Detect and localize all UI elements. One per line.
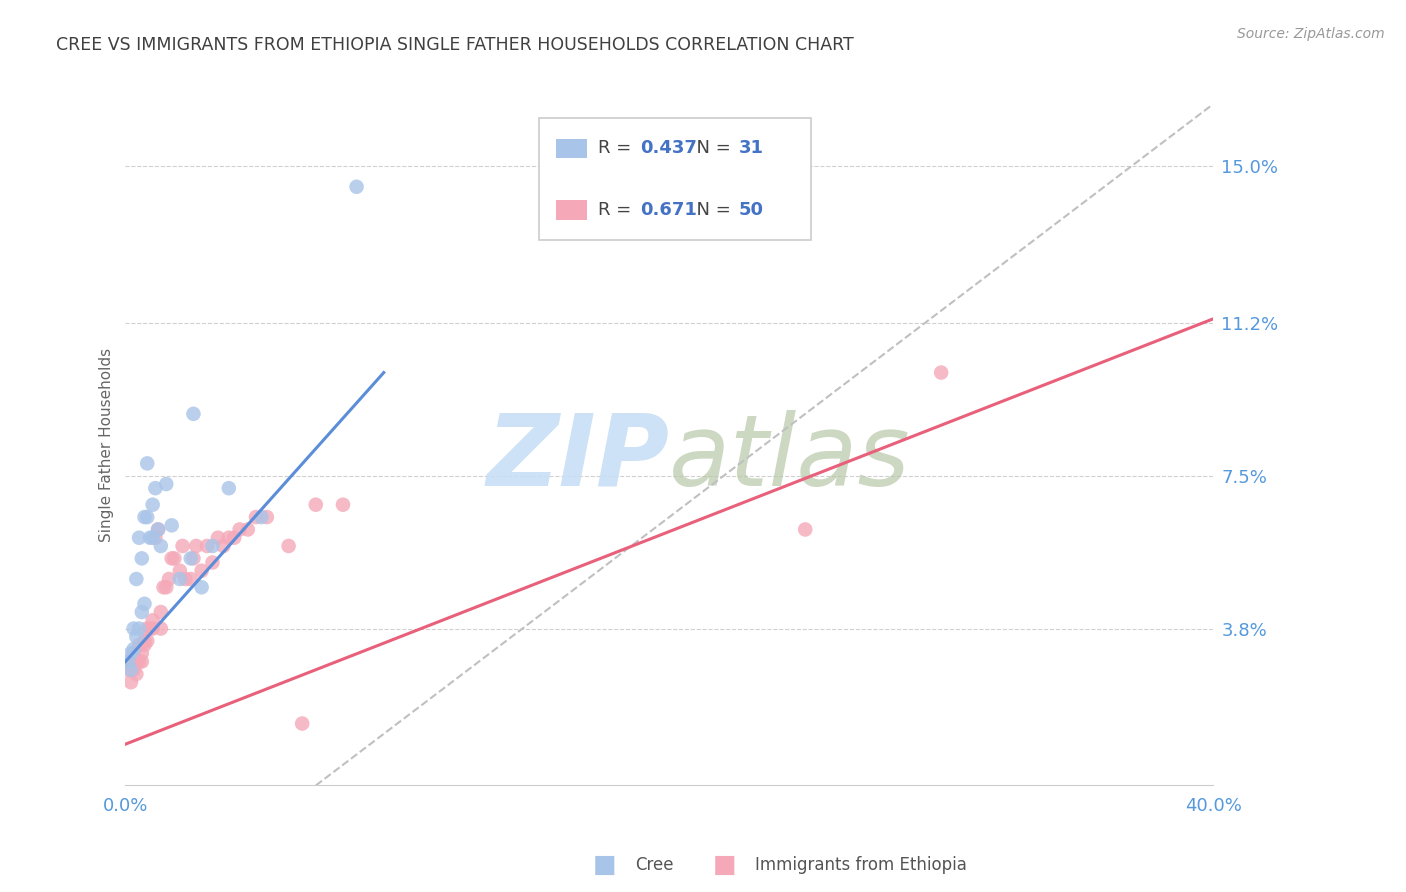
Point <box>291 716 314 731</box>
Text: ZIP: ZIP <box>486 410 669 507</box>
Point <box>180 551 202 566</box>
Text: R =: R = <box>598 139 637 158</box>
Point <box>160 551 183 566</box>
Point <box>145 531 167 545</box>
Point <box>224 531 246 545</box>
Point <box>228 523 250 537</box>
Text: N =: N = <box>685 139 737 158</box>
Point <box>122 646 145 660</box>
Point <box>183 407 205 421</box>
Text: ■: ■ <box>713 854 735 877</box>
Point <box>136 510 159 524</box>
Point <box>157 572 180 586</box>
Point <box>236 523 259 537</box>
Point <box>122 663 145 677</box>
Text: Source: ZipAtlas.com: Source: ZipAtlas.com <box>1237 27 1385 41</box>
Point <box>139 531 162 545</box>
Text: 0.437: 0.437 <box>640 139 697 158</box>
Point <box>929 366 952 380</box>
Point <box>128 622 150 636</box>
Point <box>134 597 156 611</box>
Point <box>142 498 165 512</box>
Point <box>201 539 224 553</box>
Point <box>186 539 208 553</box>
Point <box>250 510 273 524</box>
Point <box>183 551 205 566</box>
Point <box>117 655 139 669</box>
Point <box>117 663 139 677</box>
Point <box>190 580 212 594</box>
Point <box>172 539 194 553</box>
Point <box>142 613 165 627</box>
Point <box>136 634 159 648</box>
Point <box>120 646 142 660</box>
Point <box>245 510 267 524</box>
Point <box>122 622 145 636</box>
Point <box>125 655 148 669</box>
Point <box>149 605 172 619</box>
Point <box>160 518 183 533</box>
Point <box>120 675 142 690</box>
Point <box>155 580 177 594</box>
Text: atlas: atlas <box>669 410 911 507</box>
Point <box>180 572 202 586</box>
Point <box>169 564 191 578</box>
Point <box>152 580 174 594</box>
Point <box>125 630 148 644</box>
Point <box>146 523 169 537</box>
Point <box>131 605 153 619</box>
Point <box>207 531 229 545</box>
Point <box>149 622 172 636</box>
Point <box>256 510 278 524</box>
Text: ■: ■ <box>593 854 616 877</box>
Text: Immigrants from Ethiopia: Immigrants from Ethiopia <box>755 856 967 874</box>
Point <box>120 663 142 677</box>
Text: 0.671: 0.671 <box>640 201 697 219</box>
Text: 50: 50 <box>738 201 763 219</box>
Point <box>134 634 156 648</box>
Text: 31: 31 <box>738 139 763 158</box>
Point <box>128 655 150 669</box>
Point <box>136 457 159 471</box>
Point <box>149 539 172 553</box>
Point <box>346 179 368 194</box>
Text: N =: N = <box>685 201 737 219</box>
Text: Cree: Cree <box>636 856 673 874</box>
Point <box>125 572 148 586</box>
Point <box>122 642 145 657</box>
Point <box>305 498 328 512</box>
Point <box>155 477 177 491</box>
Point <box>218 481 240 495</box>
Point <box>169 572 191 586</box>
Point <box>131 646 153 660</box>
Point <box>142 531 165 545</box>
Point <box>195 539 218 553</box>
Point <box>212 539 235 553</box>
Text: R =: R = <box>598 201 637 219</box>
Point <box>145 481 167 495</box>
Point <box>277 539 299 553</box>
Point <box>218 531 240 545</box>
Text: CREE VS IMMIGRANTS FROM ETHIOPIA SINGLE FATHER HOUSEHOLDS CORRELATION CHART: CREE VS IMMIGRANTS FROM ETHIOPIA SINGLE … <box>56 36 853 54</box>
Point <box>131 655 153 669</box>
Point <box>201 556 224 570</box>
Point <box>128 638 150 652</box>
Point <box>794 523 817 537</box>
Point <box>139 622 162 636</box>
Point <box>120 655 142 669</box>
Point <box>190 564 212 578</box>
Point <box>125 667 148 681</box>
Point <box>136 622 159 636</box>
Point <box>134 510 156 524</box>
Point <box>146 523 169 537</box>
Point <box>128 531 150 545</box>
Point <box>142 622 165 636</box>
Y-axis label: Single Father Households: Single Father Households <box>100 348 114 541</box>
Point <box>134 638 156 652</box>
Point <box>163 551 186 566</box>
Point <box>174 572 197 586</box>
Point <box>131 551 153 566</box>
Point <box>332 498 354 512</box>
